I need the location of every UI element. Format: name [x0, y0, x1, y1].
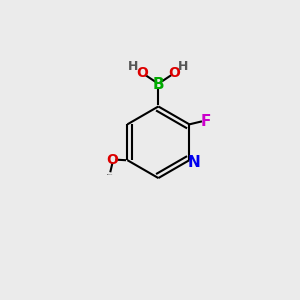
Text: O: O: [106, 153, 118, 167]
Text: F: F: [201, 114, 211, 129]
Text: O: O: [136, 66, 148, 80]
Text: H: H: [128, 59, 139, 73]
Text: H: H: [178, 59, 188, 73]
Text: O: O: [169, 66, 181, 80]
Text: B: B: [153, 77, 164, 92]
Text: methoxy: methoxy: [107, 173, 114, 175]
Text: N: N: [187, 154, 200, 169]
